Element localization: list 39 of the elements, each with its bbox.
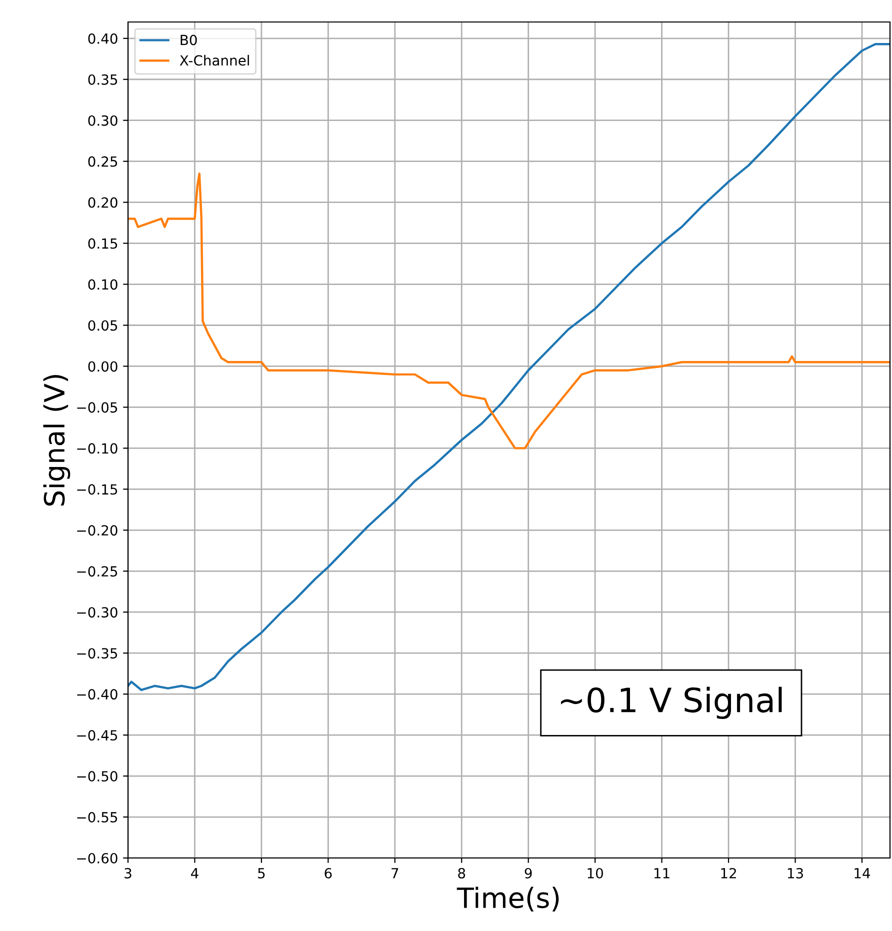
x-tick-label: 4	[190, 868, 198, 878]
y-tick-label: −0.40	[77, 689, 118, 700]
y-tick-label: −0.50	[77, 771, 118, 782]
y-tick-label: 0.25	[88, 156, 118, 167]
y-tick-label: 0.15	[88, 238, 118, 249]
line-series	[128, 172, 890, 450]
x-tick-label: 6	[324, 868, 332, 878]
y-tick-label: −0.35	[77, 648, 118, 659]
x-tick-label: 10	[588, 868, 603, 878]
x-tick-label: 9	[524, 868, 532, 878]
y-axis-title: Signal (V)	[43, 374, 70, 506]
y-tick-label: −0.60	[77, 852, 118, 864]
x-tick-label: 13	[788, 868, 803, 878]
y-tick-label: 0.05	[88, 320, 118, 331]
y-tick-label: −0.10	[77, 443, 118, 454]
x-axis-title: Time(s)	[456, 886, 559, 912]
y-tick-label: −0.15	[77, 484, 118, 495]
x-tick-label: 3	[124, 868, 132, 878]
y-tick-label: −0.05	[77, 402, 118, 413]
x-tick-label: 12	[721, 868, 736, 878]
y-tick-label: −0.55	[77, 812, 118, 822]
x-tick-label: 5	[258, 868, 265, 878]
y-tick-label: 0.35	[88, 74, 118, 85]
legend-label: X-Channel	[180, 54, 249, 66]
y-tick-label: 0.40	[88, 33, 118, 44]
x-tick-label: 11	[654, 868, 670, 878]
y-tick-label: 0.30	[88, 115, 118, 126]
y-tick-label: −0.45	[77, 730, 118, 741]
y-tick-label: 0.00	[88, 361, 118, 372]
x-tick-label: 14	[854, 868, 870, 878]
x-tick-label: 7	[392, 868, 398, 878]
y-tick-label: −0.30	[77, 607, 118, 618]
legend-label: B0	[180, 34, 197, 46]
x-tick-label: 8	[458, 868, 466, 878]
y-tick-label: −0.25	[77, 566, 118, 577]
y-tick-label: −0.20	[77, 525, 118, 536]
y-tick-label: 0.10	[88, 279, 118, 290]
annotation: ~0.1 V Signal	[561, 686, 782, 720]
y-tick-label: 0.20	[88, 197, 118, 208]
